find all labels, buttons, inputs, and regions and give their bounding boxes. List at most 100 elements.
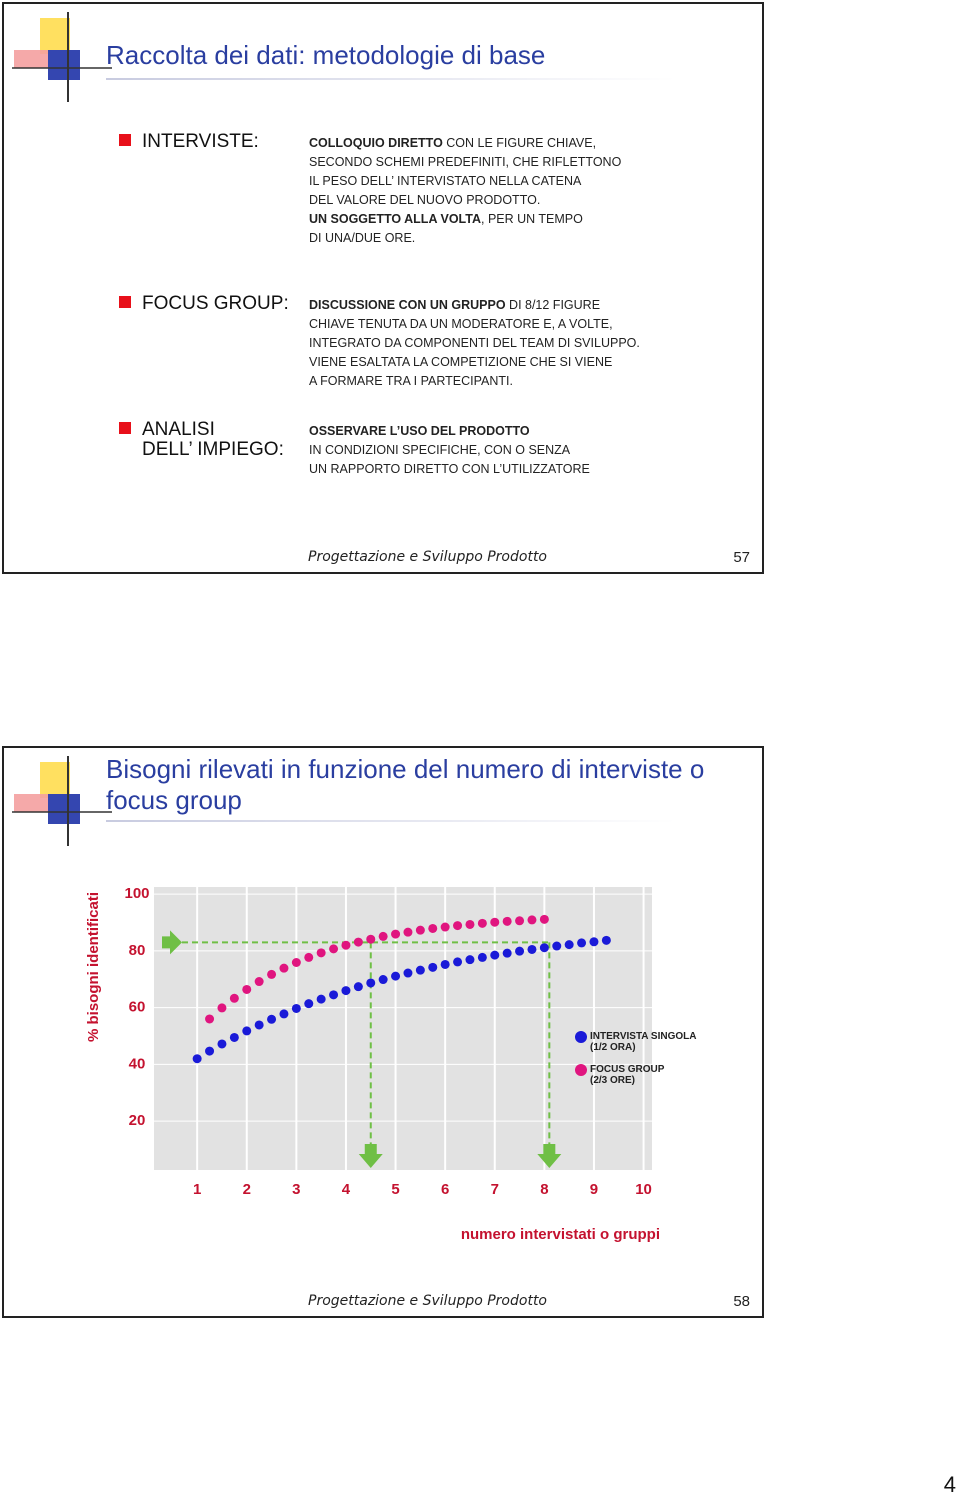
- bold-text: OSSERVARE L’USO DEL PRODOTTO: [309, 424, 530, 438]
- data-point: [415, 925, 425, 935]
- logo: [12, 756, 112, 846]
- data-point: [279, 963, 289, 973]
- data-point: [205, 1014, 215, 1024]
- text: A FORMARE TRA I PARTECIPANTI.: [309, 374, 513, 388]
- data-point: [229, 1032, 239, 1042]
- y-tick-label: 80: [129, 942, 146, 959]
- text: DI 8/12 FIGURE: [505, 298, 601, 312]
- data-point: [440, 922, 450, 932]
- data-point: [316, 948, 326, 958]
- text: VIENE ESALTATA LA COMPETIZIONE CHE SI VI…: [309, 355, 613, 369]
- data-point: [453, 921, 463, 931]
- page-number: 4: [943, 1472, 956, 1497]
- text: CHIAVE TENUTA DA UN MODERATORE E, A VOLT…: [309, 317, 613, 331]
- text-line: UN SOGGETTO ALLA VOLTA, PER UN TEMPO: [309, 210, 621, 229]
- text-line: DEL VALORE DEL NUOVO PRODOTTO.: [309, 191, 621, 210]
- x-axis-label: numero intervistati o gruppi: [461, 1226, 660, 1243]
- text-line: DI UNA/DUE ORE.: [309, 229, 621, 248]
- footer: Progettazione e Sviluppo Prodotto: [308, 1293, 547, 1309]
- data-point: [391, 929, 401, 939]
- data-point: [341, 986, 351, 996]
- data-point: [539, 943, 549, 953]
- y-tick-label: 20: [129, 1112, 146, 1129]
- label-line: FOCUS GROUP:: [142, 293, 289, 314]
- data-point: [490, 950, 500, 960]
- text-line: A FORMARE TRA I PARTECIPANTI.: [309, 372, 640, 391]
- text-line: SECONDO SCHEMI PREDEFINITI, CHE RIFLETTO…: [309, 153, 621, 172]
- data-point: [217, 1039, 227, 1049]
- text-line: INTEGRATO DA COMPONENTI DEL TEAM DI SVIL…: [309, 334, 640, 353]
- footer: Progettazione e Sviluppo Prodotto: [308, 549, 547, 565]
- data-point: [527, 944, 537, 954]
- slide: Bisogni rilevati in funzione del numero …: [2, 746, 764, 1318]
- data-point: [353, 982, 363, 992]
- text-line: VIENE ESALTATA LA COMPETIZIONE CHE SI VI…: [309, 353, 640, 372]
- bullet: [119, 296, 131, 308]
- text: INTEGRATO DA COMPONENTI DEL TEAM DI SVIL…: [309, 336, 640, 350]
- item-label: ANALISI DELL’ IMPIEGO:: [142, 420, 284, 460]
- data-point: [366, 934, 376, 944]
- x-tick-label: 1: [193, 1181, 201, 1198]
- x-tick-label: 8: [540, 1181, 548, 1198]
- bullet: [119, 134, 131, 146]
- chart: 1 2 3 4 5 6 7 8 9 10 20 40 60 80 100 % bisogni identifi…: [85, 885, 660, 1243]
- text-line: IN CONDIZIONI SPECIFICHE, CON O SENZA: [309, 441, 590, 460]
- text-line: COLLOQUIO DIRETTO CON LE FIGURE CHIAVE,: [309, 134, 621, 153]
- text: IN CONDIZIONI SPECIFICHE, CON O SENZA: [309, 443, 571, 457]
- x-tick-label: 2: [243, 1181, 251, 1198]
- item-text: COLLOQUIO DIRETTO CON LE FIGURE CHIAVE, S…: [309, 134, 621, 248]
- label-line: DELL’ IMPIEGO:: [142, 439, 284, 460]
- text: SECONDO SCHEMI PREDEFINITI, CHE RIFLETTO…: [309, 155, 622, 169]
- data-point: [366, 978, 376, 988]
- slide-number: 57: [733, 549, 750, 566]
- x-tick-label: 6: [441, 1181, 449, 1198]
- title-rule: [106, 820, 676, 822]
- text: CON LE FIGURE CHIAVE,: [442, 136, 597, 150]
- data-point: [205, 1046, 215, 1056]
- legend-label: INTERVISTA SINGOLA (1/2 ORA): [590, 1031, 697, 1053]
- bold-text: UN SOGGETTO ALLA VOLTA: [309, 212, 481, 226]
- data-point: [391, 971, 401, 981]
- data-point: [217, 1003, 227, 1013]
- data-point: [267, 1014, 277, 1024]
- data-point: [291, 958, 301, 968]
- data-point: [378, 931, 388, 941]
- data-point: [304, 952, 314, 962]
- y-axis-label: % bisogni identificati: [85, 892, 102, 1042]
- data-point: [601, 935, 611, 945]
- text-line: IL PESO DELL’ INTERVISTATO NELLA CATENA: [309, 172, 621, 191]
- chart-container: 1 2 3 4 5 6 7 8 9 10 20 40 60 80 100 % bisogni identifi…: [2, 860, 762, 1260]
- text-line: OSSERVARE L’USO DEL PRODOTTO: [309, 422, 590, 441]
- data-point: [552, 941, 562, 951]
- logo: [12, 12, 112, 102]
- x-tick-label: 7: [491, 1181, 499, 1198]
- y-tick-label: 40: [129, 1055, 146, 1072]
- label-line: INTERVISTE:: [142, 131, 259, 152]
- slide-title: Raccolta dei dati: metodologie di base: [106, 40, 546, 70]
- text: DI UNA/DUE ORE.: [309, 231, 416, 245]
- arrow: [162, 930, 182, 955]
- data-point: [329, 990, 339, 1000]
- text: DEL VALORE DEL NUOVO PRODOTTO.: [309, 193, 541, 207]
- data-point: [515, 916, 525, 926]
- data-point: [477, 952, 487, 962]
- legend-label: FOCUS GROUP (2/3 ORE): [590, 1064, 665, 1086]
- data-point: [577, 938, 587, 948]
- text-line: CHIAVE TENUTA DA UN MODERATORE E, A VOLT…: [309, 315, 640, 334]
- data-point: [453, 957, 463, 967]
- data-point: [465, 955, 475, 965]
- x-tick-label: 9: [590, 1181, 598, 1198]
- data-point: [254, 1020, 264, 1030]
- data-point: [192, 1054, 202, 1064]
- item-label: FOCUS GROUP:: [142, 294, 289, 314]
- data-point: [477, 918, 487, 928]
- x-tick-label: 3: [292, 1181, 300, 1198]
- plot-area: [154, 887, 652, 1170]
- data-point: [564, 940, 574, 950]
- bullet: [119, 422, 131, 434]
- slide-number: 58: [733, 1293, 750, 1310]
- data-point: [589, 937, 599, 947]
- data-point: [502, 916, 512, 926]
- x-tick-label: 10: [635, 1181, 652, 1198]
